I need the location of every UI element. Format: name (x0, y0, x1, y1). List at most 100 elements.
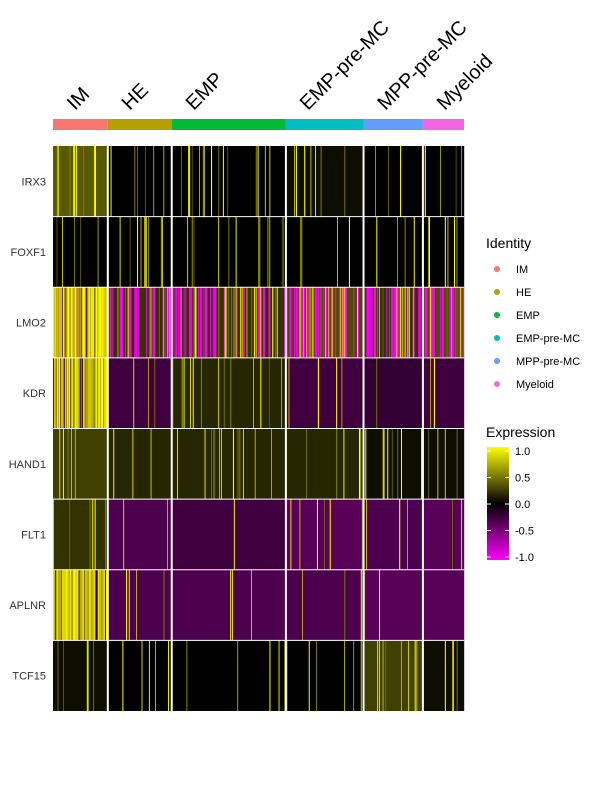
heatmap-cell (369, 287, 371, 358)
heatmap-cell (68, 569, 70, 641)
heatmap-cell (119, 287, 121, 358)
heatmap-cell (183, 287, 185, 358)
heatmap-cell (187, 216, 189, 288)
heatmap-cell (258, 287, 260, 358)
heatmap-cell (98, 287, 100, 358)
heatmap-cell (444, 428, 446, 500)
heatmap-cell (360, 640, 362, 711)
heatmap-cell (421, 428, 423, 500)
heatmap-block (422, 569, 465, 641)
heatmap-cell (409, 287, 410, 358)
heatmap-cell (302, 569, 303, 641)
heatmap-cell (65, 357, 67, 429)
heatmap-block (285, 357, 364, 429)
heatmap-cell (92, 287, 94, 358)
heatmap-cell (81, 357, 83, 429)
heatmap-cell (68, 357, 70, 429)
heatmap-cell (88, 357, 90, 429)
heatmap-cell (332, 287, 334, 358)
heatmap-cell (440, 287, 442, 358)
heatmap-cell (461, 287, 463, 358)
heatmap-cell (84, 569, 85, 641)
heatmap-cell (311, 287, 313, 358)
heatmap-cell (158, 287, 160, 358)
heatmap-cell (353, 287, 355, 358)
heatmap-cell (302, 287, 304, 358)
heatmap-cell (181, 357, 183, 429)
heatmap-cell (205, 287, 207, 358)
gene-labels: IRX3 FOXF1 LMO2 KDR HAND1 FLT1 APLNR TCF15 (9, 176, 46, 682)
heatmap-cell (167, 499, 168, 570)
colorbar-tick-label: -0.5 (515, 526, 534, 538)
heatmap-cell (105, 499, 106, 570)
heatmap-cell (194, 287, 196, 358)
heatmap-cell (53, 569, 55, 641)
heatmap-cell (62, 569, 64, 641)
heatmap-cell (463, 287, 464, 358)
heatmap-cell (175, 287, 177, 358)
heatmap-cell (282, 216, 283, 288)
heatmap-cell (393, 287, 395, 358)
legend-swatch (494, 335, 500, 341)
heatmap-cell (456, 216, 458, 288)
heatmap-cell (189, 287, 190, 358)
heatmap-cell (98, 357, 100, 429)
legend-label: EMP (516, 310, 540, 322)
legend-swatch (494, 358, 500, 364)
heatmap-cell (397, 216, 398, 288)
heatmap-cell (190, 287, 191, 358)
heatmap-cell (70, 287, 72, 358)
identity-bar-im (53, 119, 108, 130)
heatmap-cell (242, 428, 244, 500)
colorbar-tick-label: 0.0 (515, 499, 530, 511)
heatmap-cell (361, 499, 363, 570)
heatmap-cell (453, 287, 454, 358)
heatmap-cell (412, 287, 414, 358)
heatmap-cell (269, 146, 271, 217)
heatmap-block (363, 357, 424, 429)
heatmap-cell (64, 569, 66, 641)
heatmap-cell (88, 569, 90, 641)
heatmap-cell (54, 287, 56, 358)
heatmap-cell (89, 357, 91, 429)
heatmap-cell (295, 287, 297, 358)
heatmap-cell (235, 287, 237, 358)
heatmap-cell (97, 287, 99, 358)
heatmap-cell (65, 569, 67, 641)
heatmap-cell (313, 287, 315, 358)
heatmap-cell (225, 287, 227, 358)
heatmap-cell (56, 146, 58, 217)
heatmap-cell (165, 287, 167, 358)
heatmap-block (107, 146, 172, 217)
heatmap-cell (90, 287, 92, 358)
heatmap-cell (95, 287, 96, 358)
heatmap-block (53, 146, 108, 217)
legend-swatch (494, 266, 500, 272)
heatmap-cell (128, 287, 130, 358)
heatmap-block (285, 569, 364, 641)
heatmap-cell (105, 357, 106, 429)
heatmap-cell (56, 357, 58, 429)
heatmap-cell (283, 216, 284, 288)
heatmap-cell (160, 216, 162, 288)
heatmap-cell (452, 499, 453, 570)
heatmap-cell (113, 428, 115, 500)
heatmap-cell (204, 287, 206, 358)
heatmap-cell (204, 428, 206, 500)
heatmap-cell (102, 287, 104, 358)
heatmap-cells (53, 146, 465, 711)
heatmap-cell (74, 216, 75, 288)
heatmap-cell (64, 287, 66, 358)
heatmap-cell (69, 499, 71, 570)
heatmap-cell (79, 357, 81, 429)
heatmap-cell (444, 640, 446, 711)
heatmap-cell (288, 357, 290, 429)
heatmap-cell (425, 287, 427, 358)
heatmap-cell (58, 357, 60, 429)
heatmap-cell (69, 357, 71, 429)
heatmap-cell (389, 287, 391, 358)
heatmap-cell (294, 287, 296, 358)
heatmap-cell (147, 357, 149, 429)
heatmap-cell (144, 216, 146, 288)
heatmap-cell (254, 428, 256, 500)
